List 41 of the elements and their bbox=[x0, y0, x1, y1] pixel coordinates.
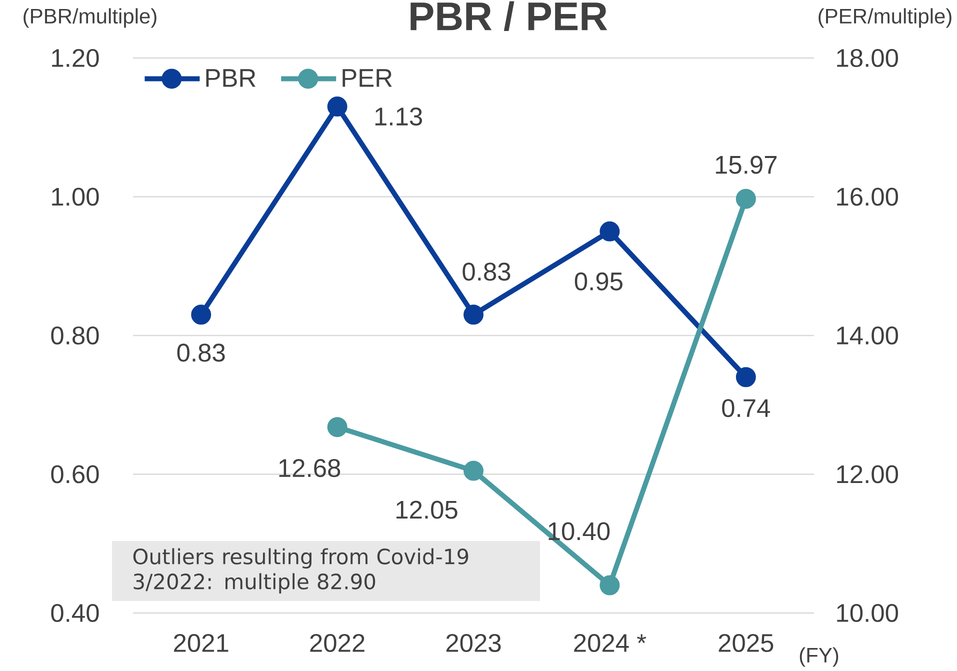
y2-axis-title: (PER/multiple) bbox=[818, 8, 952, 28]
annotation: Outliers resulting from Covid-19 bbox=[133, 548, 468, 569]
data-label: 0.95 bbox=[574, 272, 622, 290]
data-label: 15.97 bbox=[716, 156, 777, 174]
y2-tick-label: 12.00 bbox=[837, 465, 898, 484]
x-tick-label: 2021 bbox=[174, 634, 228, 652]
y-tick-label: 1.20 bbox=[52, 48, 99, 68]
y-axis-title: (PBR/multiple) bbox=[24, 8, 156, 28]
point bbox=[600, 221, 620, 242]
x-axis-title: (FY) bbox=[800, 647, 838, 667]
y-tick-label: 0.80 bbox=[51, 326, 99, 345]
point bbox=[327, 96, 348, 117]
x-tick-label: 2022 bbox=[310, 634, 364, 652]
legend-label: PER bbox=[342, 69, 392, 87]
point bbox=[736, 188, 756, 209]
x-tick-label: 2025 bbox=[718, 634, 774, 652]
x-tick-label: 2023 bbox=[446, 634, 501, 652]
data-label: 0.83 bbox=[177, 344, 225, 362]
data-label: 1.13 bbox=[375, 108, 422, 126]
point bbox=[327, 417, 348, 438]
point bbox=[464, 460, 484, 481]
y2-tick-label: 18.00 bbox=[837, 48, 898, 68]
point bbox=[464, 304, 484, 325]
data-label: 10.40 bbox=[548, 522, 610, 540]
y-tick-label: 0.40 bbox=[51, 604, 99, 622]
chart-title: PBR / PER bbox=[410, 1, 608, 31]
y2-tick-label: 10.00 bbox=[837, 604, 898, 622]
point bbox=[600, 575, 620, 596]
legend-label: PBR bbox=[206, 69, 256, 87]
y-tick-label: 1.00 bbox=[52, 188, 99, 206]
y-tick-label: 0.60 bbox=[51, 465, 99, 484]
data-label: 0.74 bbox=[722, 399, 770, 418]
data-label: 0.83 bbox=[462, 262, 510, 281]
y2-tick-label: 16.00 bbox=[837, 188, 898, 206]
point bbox=[191, 304, 212, 325]
annotation: 3/2022: multiple 82.90 bbox=[134, 573, 376, 594]
data-label: 12.05 bbox=[396, 500, 458, 519]
data-label: 12.68 bbox=[279, 459, 340, 478]
point bbox=[736, 367, 756, 388]
y2-tick-label: 14.00 bbox=[837, 326, 898, 345]
x-tick-label: 2024 * bbox=[574, 634, 646, 652]
